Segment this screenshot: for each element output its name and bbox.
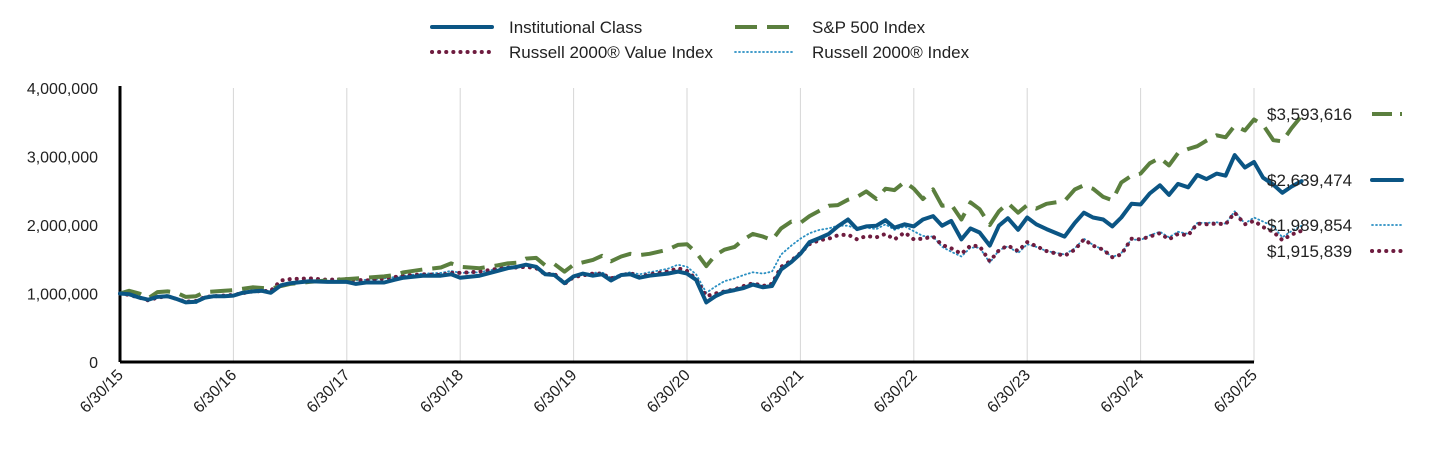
x-tick-label: 6/30/20 [644, 367, 694, 417]
x-tick-label: 6/30/16 [190, 367, 240, 417]
y-tick-label: 2,000,000 [27, 218, 98, 235]
y-axis: 0 1,000,000 2,000,000 3,000,000 4,000,000 [27, 81, 122, 372]
y-tick-label: 3,000,000 [27, 150, 98, 167]
legend-label: Russell 2000® Value Index [509, 43, 714, 62]
x-tick-label: 6/30/23 [984, 367, 1034, 417]
legend-label: Institutional Class [509, 18, 642, 37]
end-labels: $2,639,474 $3,593,616 $1,915,839 $1,989,854 [1267, 105, 1404, 261]
x-axis: 6/30/15 6/30/16 6/30/17 6/30/18 6/30/19 6/30/… [77, 360, 1261, 417]
series-line-0 [118, 153, 1304, 305]
vertical-gridlines [232, 88, 1255, 362]
legend: Institutional Class S&P 500 Index Russell … [430, 18, 970, 62]
x-tick-label: 6/30/22 [871, 367, 921, 417]
series-line-3 [119, 210, 1303, 305]
series-line-2 [118, 210, 1304, 304]
x-tick-label: 6/30/18 [417, 367, 467, 417]
y-tick-label: 0 [89, 355, 98, 372]
end-value-label: $1,915,839 [1267, 242, 1352, 261]
x-tick-label: 6/30/15 [77, 367, 127, 417]
end-value-label: $2,639,474 [1267, 171, 1352, 190]
y-tick-label: 1,000,000 [27, 287, 98, 304]
x-tick-label: 6/30/21 [757, 367, 807, 417]
x-tick-label: 6/30/19 [531, 367, 581, 417]
x-tick-label: 6/30/25 [1211, 367, 1261, 417]
series-lines [118, 114, 1304, 305]
legend-label: Russell 2000® Index [812, 43, 970, 62]
x-tick-label: 6/30/24 [1098, 367, 1148, 417]
series-line-1 [119, 114, 1304, 301]
end-value-label: $1,989,854 [1267, 216, 1352, 235]
legend-label: S&P 500 Index [812, 18, 926, 37]
y-tick-label: 4,000,000 [27, 81, 98, 98]
x-tick-label: 6/30/17 [304, 367, 354, 417]
end-value-label: $3,593,616 [1267, 105, 1352, 124]
